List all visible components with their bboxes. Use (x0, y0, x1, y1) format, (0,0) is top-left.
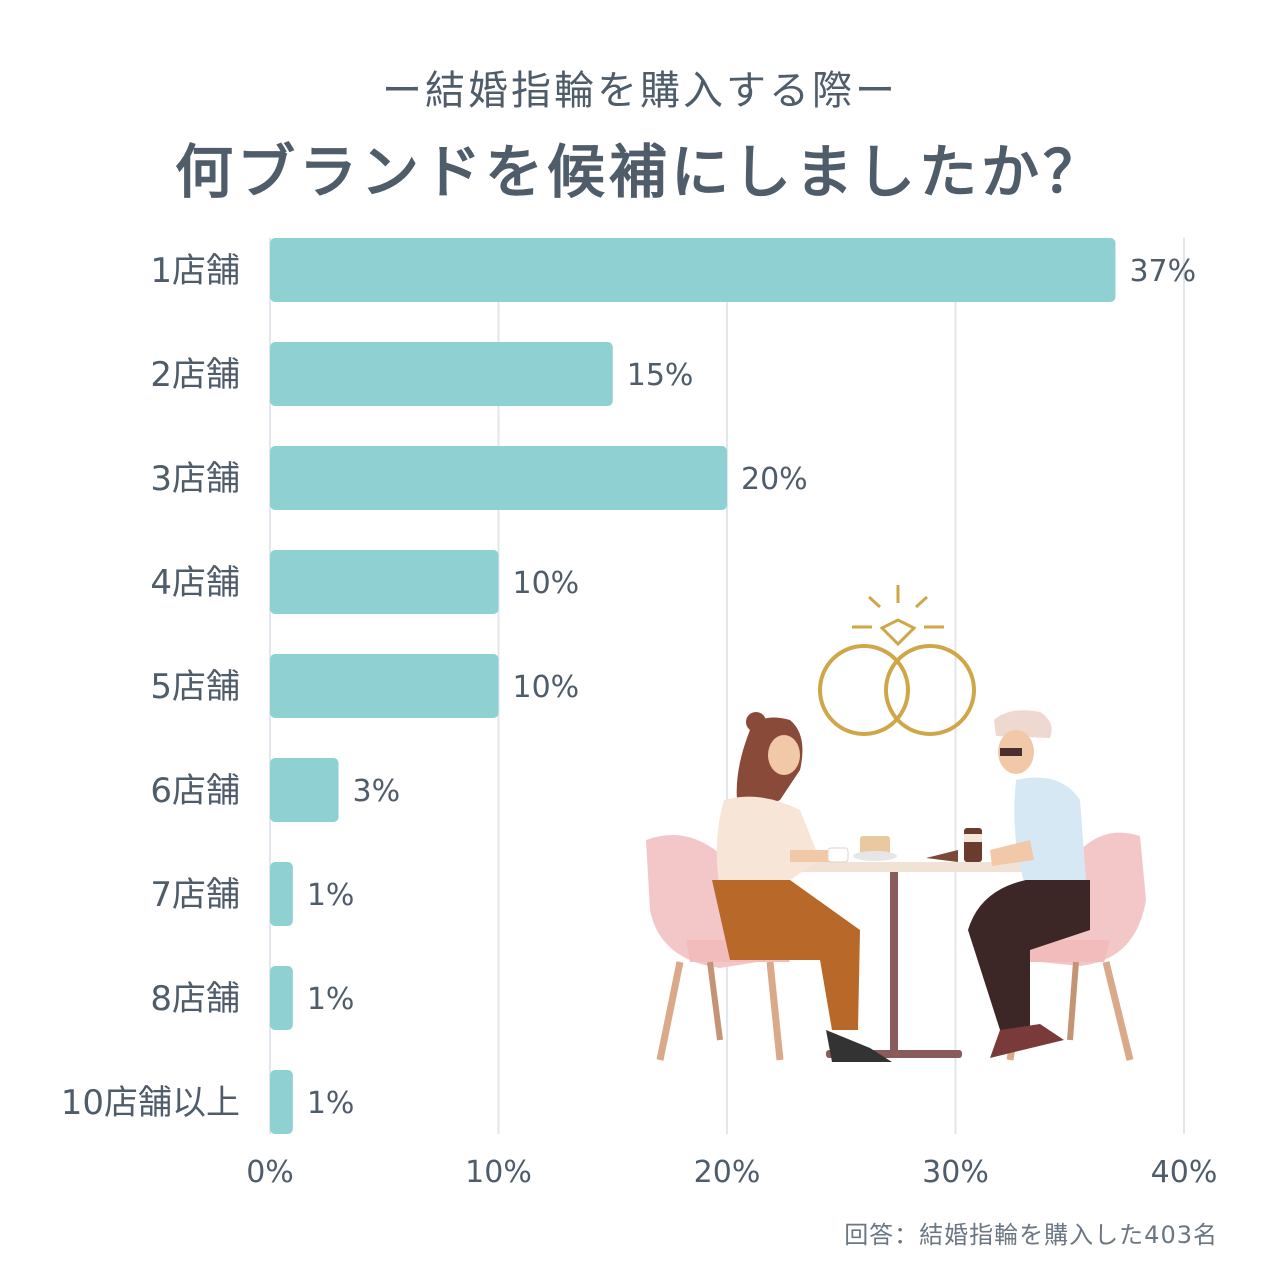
bar (270, 758, 339, 822)
category-label: 8店舗 (150, 979, 240, 1019)
x-tick-label: 40% (1151, 1155, 1218, 1190)
x-axis-ticks: 0% 10% 20% 30% 40% (246, 1155, 1217, 1190)
value-label: 10% (513, 670, 580, 705)
value-label: 37% (1129, 254, 1196, 289)
category-label: 10店舗以上 (61, 1083, 240, 1123)
category-label: 5店舗 (150, 667, 240, 707)
bar (270, 550, 499, 614)
bar (270, 966, 293, 1030)
value-label: 1% (307, 878, 355, 913)
man-figure (964, 710, 1090, 1058)
x-tick-label: 20% (694, 1155, 761, 1190)
category-labels: 1店舗 2店舗 3店舗 4店舗 5店舗 6店舗 7店舗 8店舗 10店舗以上 (61, 251, 240, 1123)
woman-figure (712, 712, 892, 1062)
value-label: 20% (741, 462, 808, 497)
bar (270, 1070, 293, 1134)
cake (853, 836, 958, 862)
category-label: 7店舗 (150, 875, 240, 915)
value-labels: 37% 15% 20% 10% 10% 3% 1% 1% 1% (307, 254, 1196, 1121)
value-label: 1% (307, 982, 355, 1017)
x-tick-label: 10% (465, 1155, 532, 1190)
bar (270, 862, 293, 926)
bar (270, 238, 1116, 302)
category-label: 6店舗 (150, 771, 240, 811)
bar (270, 654, 499, 718)
category-label: 4店舗 (150, 563, 240, 603)
x-tick-label: 30% (922, 1155, 989, 1190)
x-tick-label: 0% (246, 1155, 294, 1190)
bar (270, 446, 727, 510)
chart-title: 何ブランドを候補にしましたか？ (174, 138, 1105, 206)
value-label: 15% (627, 358, 694, 393)
chart-subtitle: ー結婚指輪を購入する際ー (382, 68, 898, 114)
bar (270, 342, 613, 406)
value-label: 3% (353, 774, 401, 809)
value-label: 10% (513, 566, 580, 601)
category-label: 3店舗 (150, 459, 240, 499)
bars (270, 238, 1116, 1134)
category-label: 1店舗 (150, 251, 240, 291)
category-label: 2店舗 (150, 355, 240, 395)
value-label: 1% (307, 1086, 355, 1121)
wedding-rings-icon (818, 585, 976, 736)
footnote: 回答：結婚指輪を購入した403名 (844, 1221, 1218, 1249)
